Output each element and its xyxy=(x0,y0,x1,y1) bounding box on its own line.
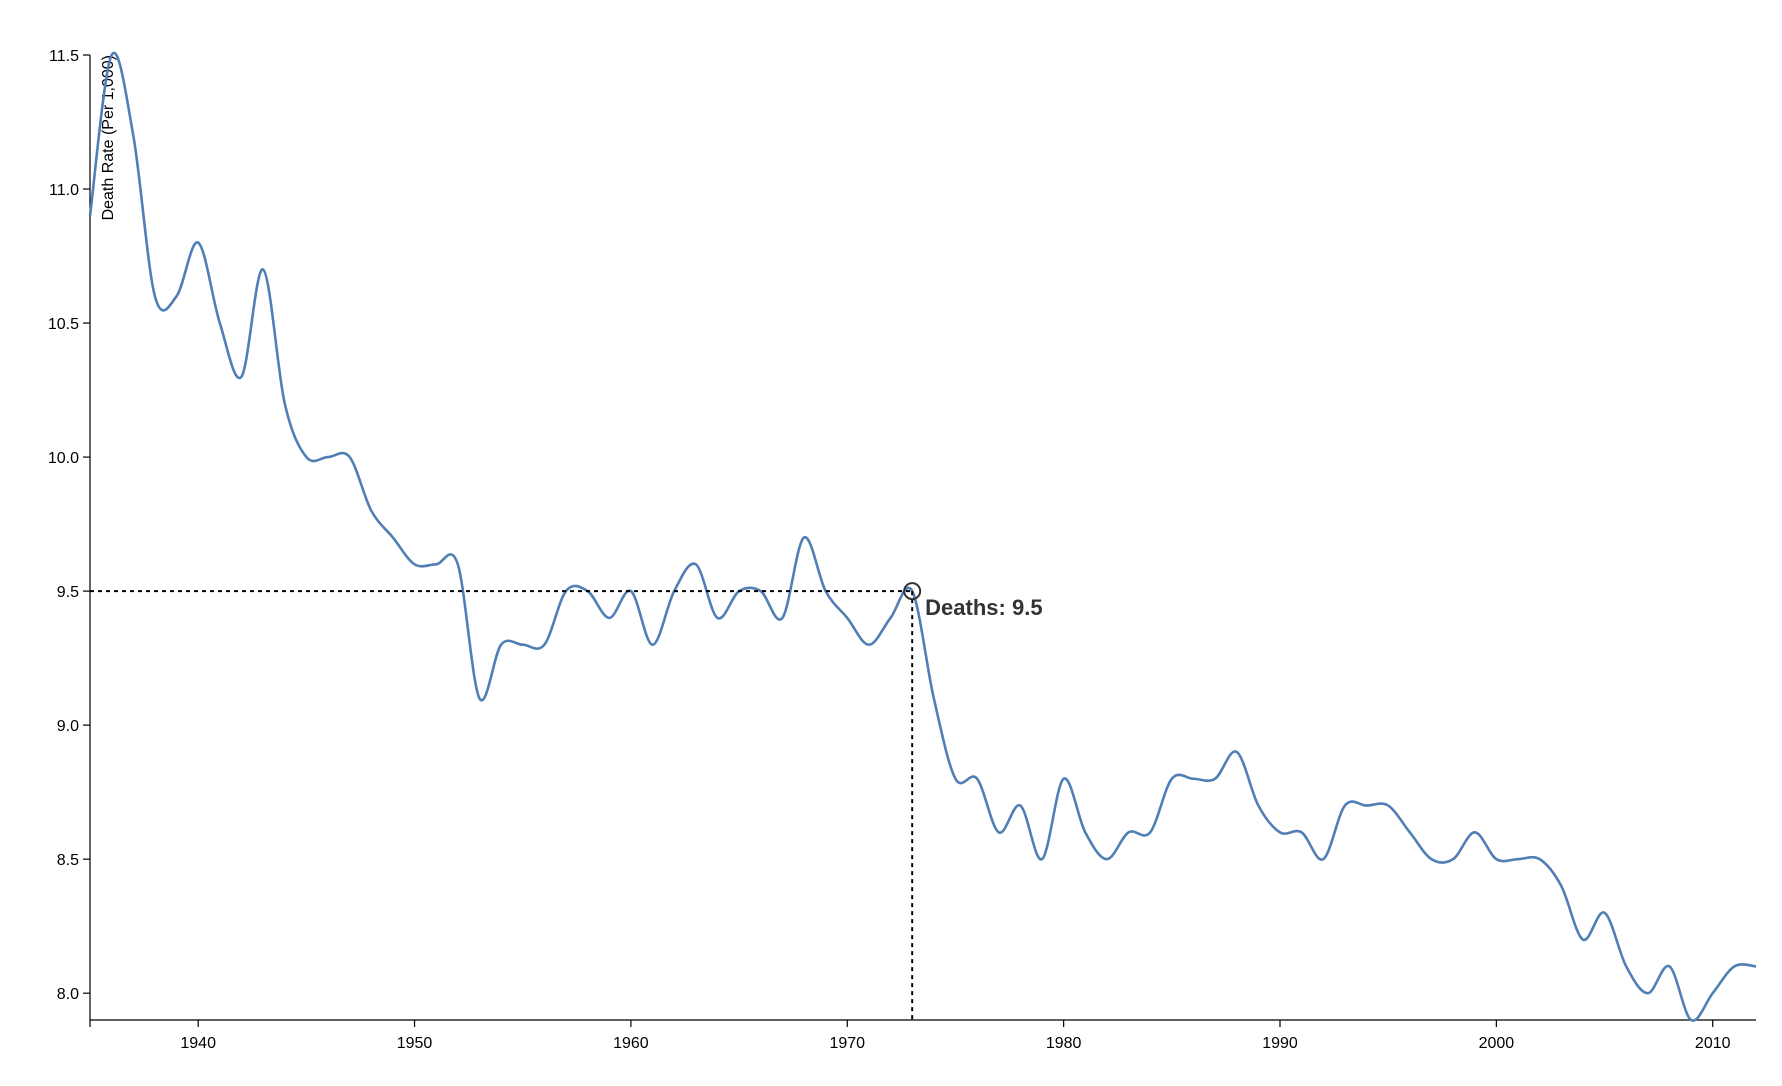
y-tick-label: 8.0 xyxy=(57,986,79,1003)
x-tick-label: 1980 xyxy=(1046,1035,1082,1052)
x-tick-label: 1960 xyxy=(613,1035,649,1052)
y-tick-label: 10.0 xyxy=(48,450,79,467)
y-tick-label: 9.5 xyxy=(57,584,79,601)
line xyxy=(88,51,1757,1022)
x-tick-label: 1940 xyxy=(180,1035,216,1052)
y-axis-title: Death Rate (Per 1,000) xyxy=(100,55,117,220)
y-tick-label: 9.0 xyxy=(57,718,79,735)
y-tick-label: 11.5 xyxy=(49,48,79,65)
x-tick-label: 1990 xyxy=(1262,1035,1298,1052)
focus-point xyxy=(903,582,922,601)
x-tick-label: 2000 xyxy=(1479,1035,1515,1052)
x-tick-label: 2010 xyxy=(1695,1035,1731,1052)
x-tick-label: 1950 xyxy=(397,1035,433,1052)
x-tick-label: 1970 xyxy=(829,1035,865,1052)
y-tick-label: 11.0 xyxy=(49,182,79,199)
y-tick-label: 8.5 xyxy=(57,852,79,869)
y-tick-label: 10.5 xyxy=(48,316,79,333)
tooltip-label: Deaths: 9.5 xyxy=(925,595,1042,620)
